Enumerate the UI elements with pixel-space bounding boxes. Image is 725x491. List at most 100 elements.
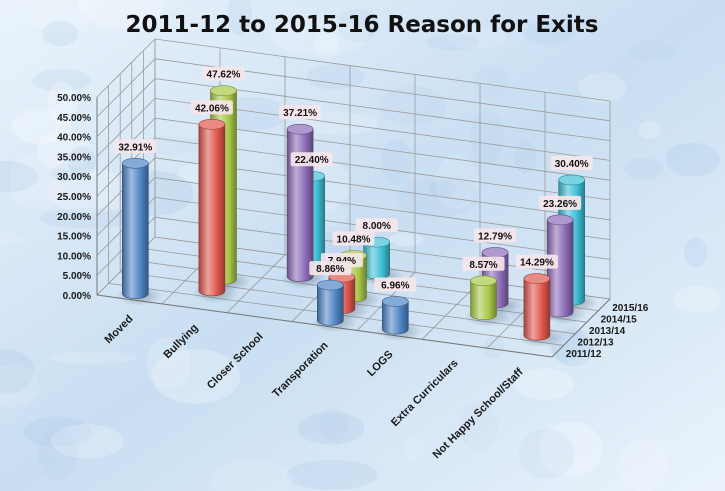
bar-cylinder-body [470, 280, 497, 321]
data-label: 32.91% [114, 139, 157, 154]
texture-blob [50, 424, 124, 459]
texture-blob [51, 163, 79, 183]
data-label-text: 8.86% [316, 264, 344, 275]
data-label-box [332, 231, 375, 246]
data-label-box [290, 152, 333, 167]
bar-series [116, 85, 599, 348]
bar-cylinder-top [122, 158, 149, 169]
data-label-box [114, 139, 157, 154]
data-labels: 22.40% 8.00% 30.40% 37.21% 12.79% 23.26% 47.62… [114, 66, 593, 292]
data-label: 12.79% [474, 228, 517, 243]
data-label-text: 37.21% [283, 108, 317, 119]
y-tick-label: 5.00% [63, 271, 91, 282]
data-label-text: 12.79% [478, 231, 512, 242]
texture-blob [684, 238, 707, 268]
texture-blob [151, 349, 241, 404]
bar-cylinder-body [286, 128, 314, 282]
data-label: 30.40% [550, 155, 593, 170]
texture-blob [435, 155, 480, 209]
texture-blob [0, 161, 39, 193]
texture-blob [23, 416, 91, 447]
bar-cylinder-top [316, 279, 344, 291]
y-tick-label: 0.00% [63, 291, 91, 302]
texture-blob [379, 85, 447, 127]
bar-bullying-2012-13 [192, 119, 239, 303]
bar-cylinder-top [381, 296, 409, 307]
depth-label: 2015/16 [612, 303, 649, 314]
data-label-box [190, 100, 233, 115]
texture-blob [539, 421, 603, 478]
y-tick-label: 45.00% [57, 113, 91, 124]
texture-blob [46, 169, 133, 214]
data-label: 14.29% [515, 254, 558, 269]
bar-cylinder-top [210, 85, 237, 97]
texture-blob [314, 29, 339, 60]
texture-blob [208, 460, 294, 491]
data-label: 47.62% [202, 66, 245, 81]
bar-cylinder-top [558, 174, 586, 186]
texture-blob [624, 157, 664, 181]
data-label-box [374, 277, 417, 292]
texture-blob [337, 8, 380, 43]
y-tick-label: 40.00% [57, 133, 91, 144]
texture-blob [626, 40, 679, 63]
gridline-floor [226, 254, 286, 313]
texture-blob [0, 233, 29, 246]
texture-blob [396, 176, 478, 218]
data-label-text: 32.91% [118, 142, 152, 153]
texture-blob [665, 142, 720, 177]
bar-cylinder-top [481, 247, 509, 258]
texture-blob [297, 412, 365, 445]
data-label-box [474, 228, 517, 243]
data-label: 8.57% [462, 256, 505, 271]
depth-label: 2012/13 [577, 338, 614, 349]
depth-axis-line [551, 298, 611, 358]
texture-blob [514, 140, 537, 175]
texture-blob [483, 335, 505, 359]
data-label-text: 30.40% [555, 159, 589, 170]
chart-title: 2011-12 to 2015-16 Reason for Exits [126, 12, 599, 38]
bar-cylinder-top [546, 214, 574, 226]
data-label-text: 6.96% [381, 280, 409, 291]
data-label: 22.40% [290, 152, 333, 167]
texture-blob [0, 364, 40, 408]
texture-blob [523, 20, 575, 45]
y-axis-ticks: 0.00% 5.00% 10.00% 15.00% 20.00% 25.00% 30.00%… [57, 93, 91, 302]
texture-blob [36, 129, 92, 171]
depth-label: 2014/15 [601, 314, 638, 325]
texture-blob [0, 349, 35, 394]
texture-blob [319, 408, 349, 442]
texture-blob [470, 110, 504, 166]
data-label-box [279, 105, 322, 120]
texture-blob [227, 0, 253, 36]
bar-cylinder-top [470, 275, 497, 287]
data-label: 10.48% [332, 231, 375, 246]
data-label: 6.96% [374, 277, 417, 292]
data-label-box [309, 261, 352, 276]
data-label-box [550, 155, 593, 170]
data-label: 42.06% [190, 100, 233, 115]
texture-blob [77, 0, 165, 30]
texture-blob [32, 68, 92, 92]
bar-cylinder-body [382, 301, 409, 335]
bar-cylinder-body [122, 163, 149, 299]
texture-blob [459, 402, 498, 452]
texture-blob [8, 153, 67, 209]
bar-extra-curriculars-2013-14 [464, 275, 511, 327]
bar-closer-school-2014-15 [281, 123, 328, 289]
texture-blob [547, 318, 584, 363]
texture-blob [270, 18, 369, 56]
data-label-text: 8.57% [469, 260, 497, 271]
bar-not-happy-school-staff-2014-15 [541, 214, 588, 324]
texture-blob [578, 72, 626, 103]
texture-blob [48, 351, 137, 365]
texture-blob [38, 429, 78, 481]
bar-cylinder-top [523, 273, 551, 284]
data-label-text: 8.00% [363, 221, 391, 232]
bar-cylinder-body [198, 124, 226, 297]
y-tick-label: 20.00% [57, 212, 91, 223]
data-label-text: 47.62% [207, 70, 241, 81]
data-label-text: 23.26% [543, 199, 577, 210]
